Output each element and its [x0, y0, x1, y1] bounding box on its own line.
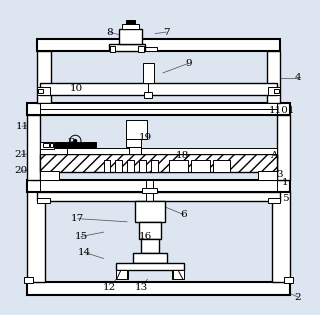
Text: 6: 6: [180, 210, 187, 219]
Text: 1: 1: [282, 178, 289, 187]
Bar: [213, 160, 230, 172]
Text: 14: 14: [77, 248, 91, 257]
Text: 2: 2: [295, 293, 301, 301]
Bar: [27, 180, 290, 192]
Bar: [27, 282, 290, 295]
Bar: [37, 198, 50, 203]
Bar: [27, 103, 290, 115]
Bar: [116, 270, 128, 279]
Bar: [258, 171, 277, 180]
Bar: [284, 277, 293, 283]
Text: 13: 13: [134, 283, 148, 292]
Bar: [169, 160, 188, 172]
Text: 8: 8: [107, 27, 113, 37]
Bar: [37, 39, 280, 51]
Bar: [109, 44, 145, 51]
Bar: [274, 89, 279, 93]
Bar: [191, 160, 210, 172]
Bar: [55, 142, 96, 148]
Bar: [110, 47, 116, 52]
Text: 9: 9: [185, 59, 192, 68]
Bar: [37, 51, 51, 103]
Bar: [172, 270, 184, 279]
Bar: [139, 160, 146, 172]
Text: 5: 5: [282, 194, 289, 203]
Text: 1101: 1101: [268, 106, 295, 115]
Bar: [142, 188, 157, 193]
Bar: [140, 47, 157, 51]
Bar: [143, 63, 154, 83]
Bar: [144, 92, 152, 98]
Bar: [277, 115, 290, 180]
Bar: [27, 192, 45, 282]
Bar: [116, 263, 184, 270]
Bar: [40, 147, 67, 154]
Bar: [125, 121, 147, 139]
Text: 12: 12: [103, 283, 116, 292]
Bar: [50, 143, 53, 147]
Text: 18: 18: [175, 152, 188, 160]
Bar: [40, 171, 59, 180]
Bar: [38, 89, 43, 93]
Bar: [267, 51, 280, 103]
Text: 10: 10: [70, 84, 84, 93]
Bar: [138, 47, 144, 52]
Bar: [37, 87, 50, 95]
Bar: [40, 83, 277, 95]
Bar: [40, 148, 277, 154]
Text: B: B: [68, 138, 76, 147]
Bar: [133, 253, 167, 263]
Text: 15: 15: [74, 232, 88, 241]
Bar: [116, 160, 122, 172]
Bar: [122, 24, 139, 29]
Bar: [43, 143, 49, 147]
Text: 7: 7: [163, 27, 170, 37]
Bar: [135, 201, 165, 222]
Bar: [129, 146, 140, 154]
Bar: [268, 198, 280, 203]
Text: A: A: [270, 152, 277, 160]
Text: 21: 21: [15, 150, 28, 159]
Text: 16: 16: [139, 232, 153, 241]
Bar: [37, 192, 280, 201]
Bar: [27, 115, 40, 180]
Text: 4: 4: [295, 73, 301, 82]
Bar: [40, 103, 277, 109]
Text: 3: 3: [276, 170, 283, 179]
Bar: [141, 239, 159, 253]
Bar: [125, 139, 140, 146]
Bar: [127, 160, 134, 172]
Text: 17: 17: [71, 214, 84, 223]
Bar: [104, 160, 110, 172]
Bar: [146, 180, 153, 201]
Text: 11: 11: [15, 122, 28, 131]
Bar: [40, 154, 277, 172]
Text: 20: 20: [15, 167, 28, 175]
Bar: [119, 29, 142, 44]
Bar: [40, 142, 54, 149]
Circle shape: [74, 140, 76, 142]
Bar: [24, 277, 33, 283]
Text: 19: 19: [139, 133, 153, 142]
Bar: [268, 87, 280, 95]
Bar: [125, 20, 135, 24]
Bar: [139, 222, 161, 239]
Bar: [272, 192, 291, 282]
Bar: [151, 160, 158, 172]
